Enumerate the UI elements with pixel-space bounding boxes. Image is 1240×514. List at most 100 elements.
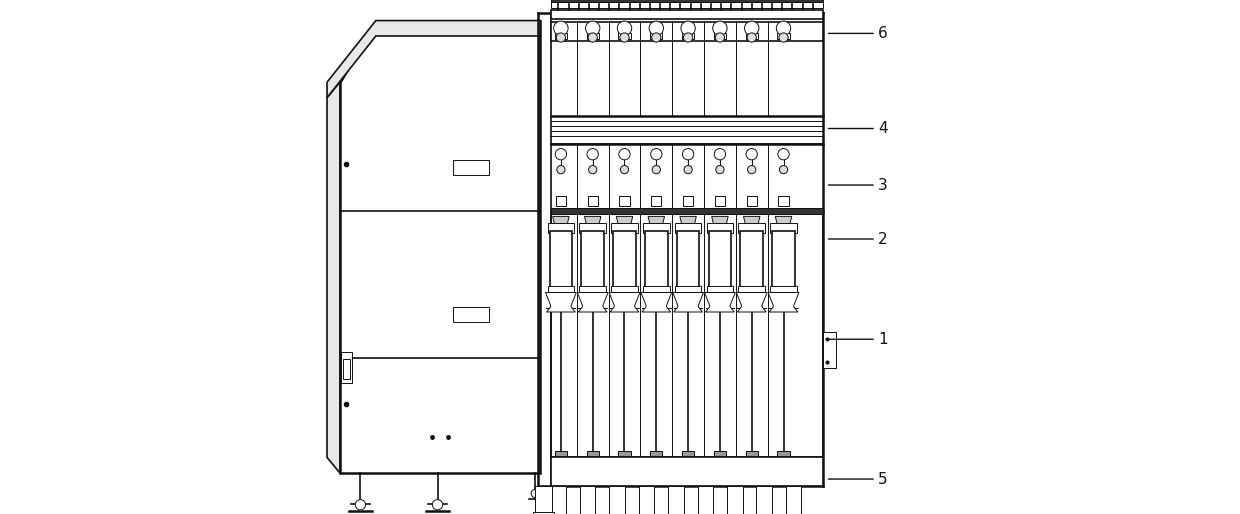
Bar — [698, 486, 713, 514]
Polygon shape — [672, 292, 703, 312]
Text: 5: 5 — [878, 471, 888, 487]
Bar — [650, 33, 662, 39]
Polygon shape — [584, 216, 601, 229]
Bar — [707, 223, 733, 233]
Bar — [707, 286, 733, 292]
Bar — [682, 451, 694, 456]
Bar — [536, 486, 552, 514]
Bar — [551, 2, 823, 8]
Bar — [777, 451, 790, 456]
Bar — [551, 214, 823, 457]
Bar — [453, 307, 489, 322]
Bar — [645, 231, 667, 290]
Bar — [651, 196, 661, 206]
Polygon shape — [641, 292, 672, 312]
Bar — [642, 286, 670, 292]
Polygon shape — [546, 292, 577, 312]
Bar — [551, 22, 823, 41]
Circle shape — [587, 149, 599, 160]
Bar — [582, 231, 604, 290]
Circle shape — [651, 149, 662, 160]
Bar — [675, 223, 702, 233]
Bar — [551, 486, 565, 514]
Bar — [786, 486, 801, 514]
Bar — [779, 196, 789, 206]
Bar — [341, 353, 352, 383]
Circle shape — [557, 33, 565, 42]
Circle shape — [618, 21, 631, 35]
Circle shape — [748, 166, 756, 174]
Circle shape — [556, 149, 567, 160]
Circle shape — [585, 21, 600, 35]
Polygon shape — [744, 216, 760, 229]
Bar — [343, 359, 350, 379]
Polygon shape — [737, 292, 768, 312]
Bar — [677, 231, 699, 290]
Circle shape — [619, 149, 630, 160]
Polygon shape — [578, 292, 608, 312]
Circle shape — [682, 149, 693, 160]
Circle shape — [652, 166, 661, 174]
Bar — [554, 33, 567, 39]
Bar — [588, 196, 598, 206]
Circle shape — [780, 166, 787, 174]
Bar — [642, 223, 670, 233]
Circle shape — [433, 500, 443, 510]
Bar — [738, 223, 765, 233]
Bar — [740, 231, 763, 290]
Bar — [551, 0, 823, 2]
Circle shape — [620, 33, 629, 42]
Circle shape — [652, 33, 661, 42]
Polygon shape — [775, 216, 792, 229]
Bar — [682, 33, 694, 39]
Circle shape — [746, 149, 758, 160]
Bar — [708, 231, 732, 290]
Polygon shape — [768, 292, 799, 312]
Circle shape — [776, 21, 791, 35]
Circle shape — [713, 21, 727, 35]
Circle shape — [715, 166, 724, 174]
Circle shape — [554, 21, 568, 35]
Circle shape — [715, 33, 724, 42]
Polygon shape — [704, 292, 735, 312]
Circle shape — [714, 149, 725, 160]
Bar — [551, 457, 823, 486]
Bar — [773, 231, 795, 290]
Bar — [683, 196, 693, 206]
Polygon shape — [680, 216, 697, 229]
Bar — [551, 208, 823, 214]
Bar — [650, 451, 662, 456]
Circle shape — [531, 489, 539, 498]
Bar — [611, 286, 637, 292]
Circle shape — [681, 21, 696, 35]
Circle shape — [356, 500, 366, 510]
Bar — [611, 223, 637, 233]
Circle shape — [779, 33, 789, 42]
Text: 1: 1 — [878, 332, 888, 347]
Circle shape — [649, 21, 663, 35]
Bar — [556, 196, 565, 206]
Bar — [619, 451, 631, 456]
Bar — [619, 196, 630, 206]
Text: 3: 3 — [878, 177, 888, 193]
Bar — [714, 33, 727, 39]
Circle shape — [684, 166, 692, 174]
Bar — [580, 486, 595, 514]
Bar — [770, 286, 797, 292]
Bar — [745, 33, 758, 39]
Bar — [587, 33, 599, 39]
Polygon shape — [616, 216, 632, 229]
Circle shape — [683, 33, 693, 42]
Circle shape — [589, 166, 596, 174]
Polygon shape — [553, 216, 569, 229]
Circle shape — [744, 21, 759, 35]
Bar — [548, 286, 574, 292]
Bar — [639, 486, 655, 514]
Bar — [551, 10, 823, 19]
Text: 2: 2 — [878, 231, 888, 247]
Polygon shape — [327, 21, 541, 98]
Bar — [777, 33, 790, 39]
Bar — [533, 512, 554, 514]
Bar — [714, 196, 725, 206]
Bar — [579, 223, 606, 233]
